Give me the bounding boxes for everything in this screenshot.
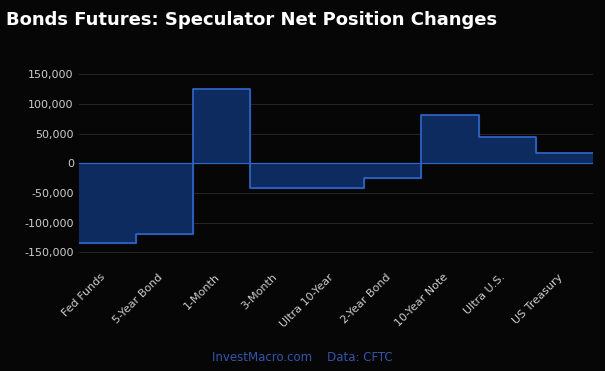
- Polygon shape: [79, 89, 593, 243]
- Text: InvestMacro.com    Data: CFTC: InvestMacro.com Data: CFTC: [212, 351, 393, 364]
- Text: Bonds Futures: Speculator Net Position Changes: Bonds Futures: Speculator Net Position C…: [6, 11, 497, 29]
